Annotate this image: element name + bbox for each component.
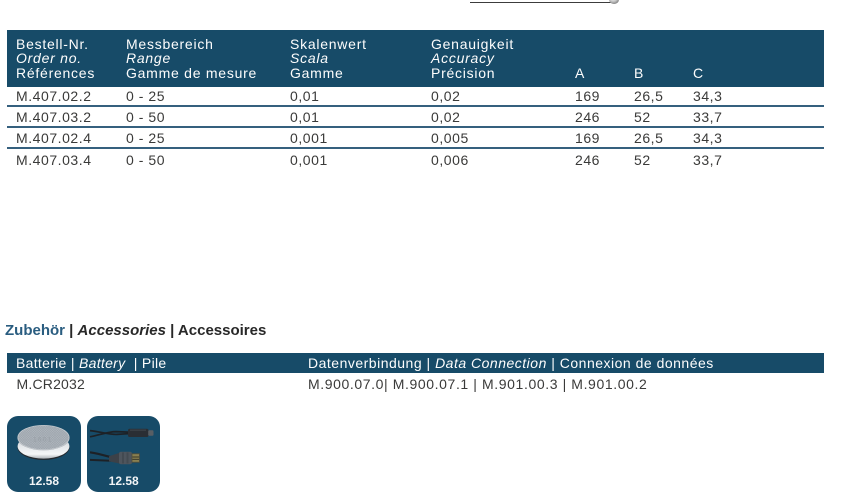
svg-text:1601: 1601	[33, 436, 53, 443]
